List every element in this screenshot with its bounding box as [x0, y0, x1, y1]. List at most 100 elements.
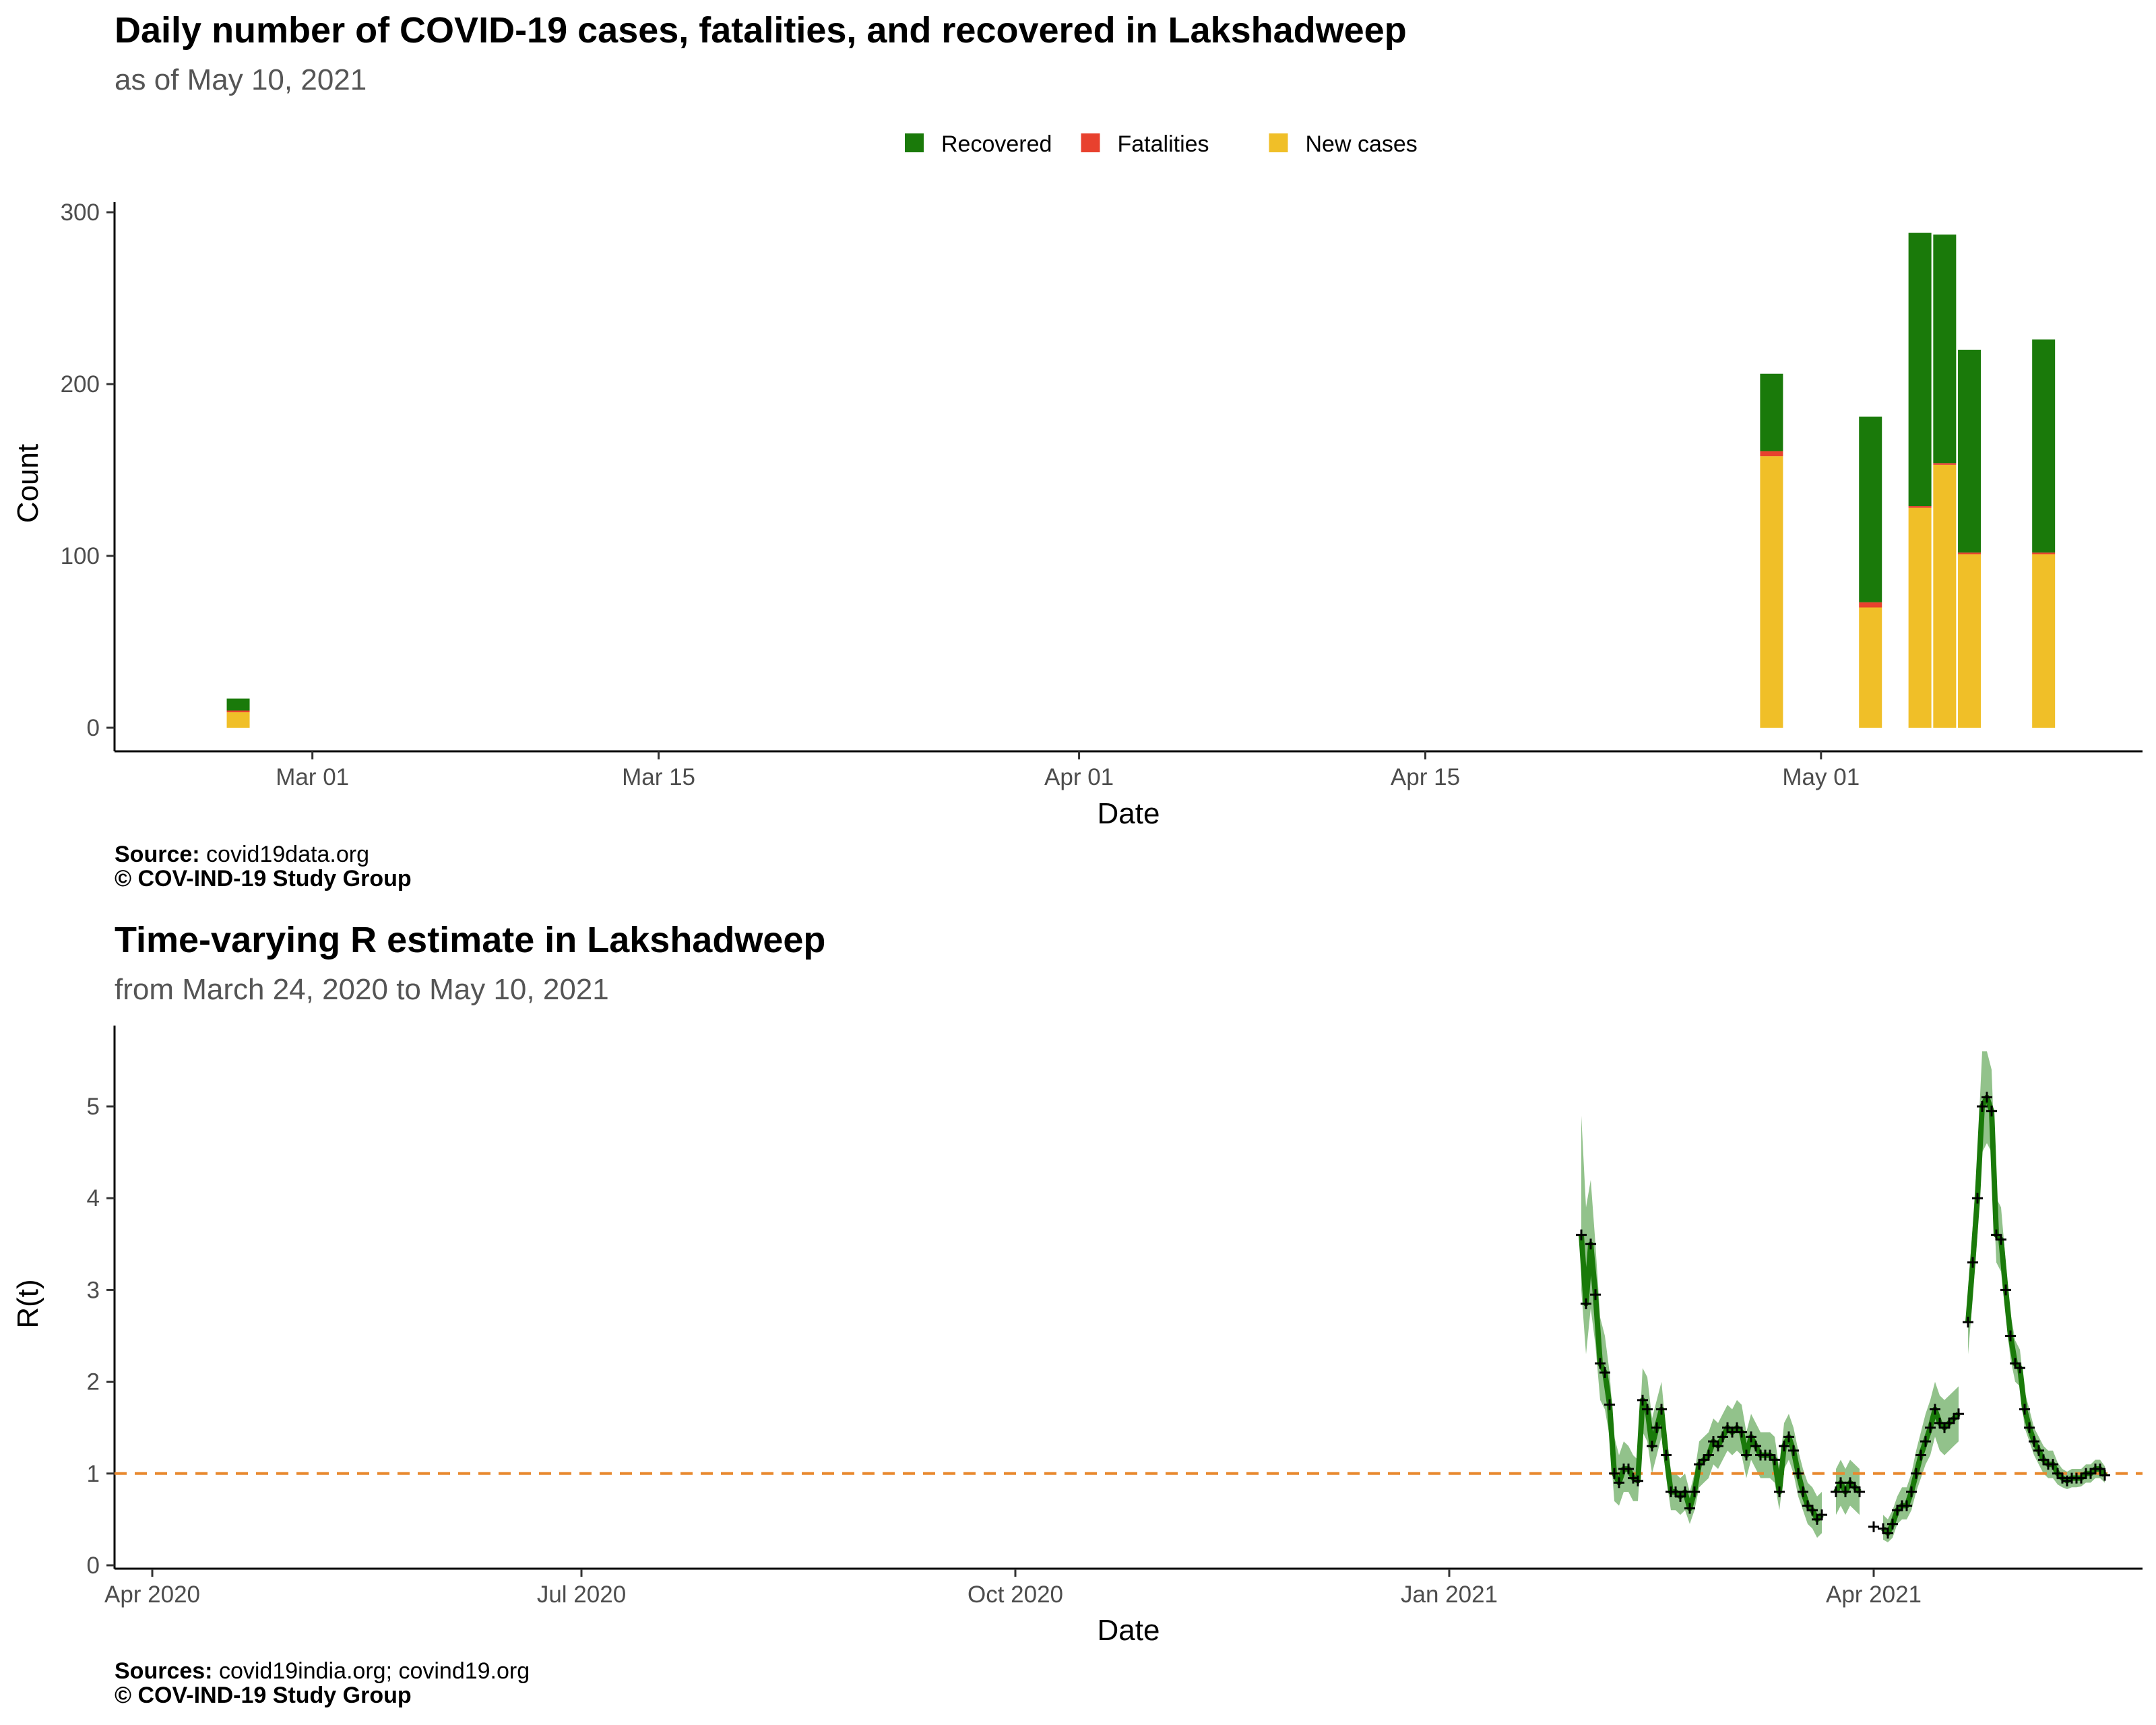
r-point-86 [2010, 1358, 2021, 1369]
r-point-29 [1713, 1440, 1723, 1451]
r-y-tick-label-2: 2 [87, 1369, 100, 1395]
r-point-91 [2033, 1445, 2044, 1456]
r-point-69 [1925, 1422, 1936, 1433]
r-point-20 [1670, 1486, 1681, 1498]
r-point-99 [2071, 1472, 2082, 1484]
r-point-77 [1967, 1257, 1978, 1268]
r-point-61 [1887, 1518, 1898, 1530]
r-point-8 [1614, 1477, 1624, 1488]
copyright-text-2: © COV-IND-19 Study Group [115, 1683, 412, 1708]
r-point-70 [1930, 1404, 1940, 1415]
r-point-19 [1666, 1486, 1676, 1498]
r-point-84 [2000, 1284, 2011, 1296]
r-point-76 [1963, 1317, 1973, 1328]
r-point-2 [1585, 1238, 1596, 1250]
r-point-53 [1835, 1477, 1846, 1488]
bar-recovered-0 [226, 698, 250, 711]
bar-new-cases-2 [1859, 607, 1882, 728]
r-line-1 [1833, 1480, 1862, 1495]
r-point-4 [1595, 1358, 1606, 1369]
copyright-text: © COV-IND-19 Study Group [115, 866, 412, 891]
r-point-49 [1807, 1505, 1818, 1516]
r-point-66 [1911, 1468, 1922, 1479]
r-confidence-band-4 [1968, 1051, 2105, 1489]
r-point-75 [1953, 1408, 1964, 1420]
r-point-58 [1868, 1521, 1879, 1532]
r-point-43 [1779, 1440, 1789, 1451]
r-point-30 [1717, 1431, 1728, 1443]
r-point-6 [1604, 1399, 1615, 1410]
r-point-96 [2057, 1472, 2068, 1484]
bar-new-cases-4 [1933, 464, 1957, 728]
x-axis-label: Date [1098, 797, 1160, 830]
r-point-11 [1628, 1472, 1639, 1484]
r-point-33 [1732, 1422, 1742, 1433]
legend-swatch-2 [1269, 133, 1288, 152]
r-point-5 [1599, 1367, 1610, 1378]
r-point-9 [1618, 1463, 1629, 1474]
r-point-46 [1793, 1468, 1804, 1479]
r-point-3 [1590, 1289, 1601, 1300]
r-point-47 [1798, 1486, 1808, 1498]
r-point-56 [1849, 1482, 1860, 1493]
r-point-62 [1892, 1505, 1903, 1516]
r-x-axis-label: Date [1098, 1614, 1160, 1647]
r-point-41 [1769, 1454, 1780, 1466]
bar-fatalities-2 [1859, 602, 1882, 608]
bar-fatalities-1 [1760, 451, 1783, 457]
sources-label: Sources: [115, 1658, 213, 1684]
bar-recovered-6 [2032, 339, 2056, 553]
r-y-tick-label-4: 4 [87, 1185, 100, 1212]
bar-new-cases-0 [226, 712, 250, 728]
x-tick-label-3: Apr 15 [1391, 764, 1460, 790]
r-y-tick-label-5: 5 [87, 1094, 100, 1120]
r-point-48 [1802, 1500, 1813, 1511]
r-point-73 [1944, 1417, 1955, 1429]
r-point-22 [1680, 1486, 1690, 1498]
r-point-65 [1906, 1486, 1917, 1498]
r-point-79 [1977, 1101, 1988, 1112]
r-point-71 [1934, 1417, 1945, 1429]
x-tick-label-0: Mar 01 [276, 764, 349, 790]
y-tick-label-2: 200 [61, 371, 100, 398]
r-point-88 [2019, 1404, 2030, 1415]
r-point-57 [1854, 1486, 1865, 1498]
r-point-55 [1845, 1477, 1856, 1488]
bar-fatalities-3 [1908, 506, 1932, 508]
r-point-60 [1882, 1528, 1893, 1539]
r-point-100 [2076, 1472, 2087, 1484]
r-point-54 [1840, 1486, 1851, 1498]
r-point-50 [1812, 1513, 1822, 1525]
r-y-tick-label-3: 3 [87, 1277, 100, 1303]
r-point-52 [1831, 1486, 1841, 1498]
sources-text: covid19india.org; covind19.org [218, 1658, 530, 1684]
r-point-59 [1878, 1523, 1889, 1534]
r-point-95 [2052, 1468, 2063, 1479]
x-tick-label-1: Mar 15 [622, 764, 695, 790]
x-tick-label-2: Apr 01 [1044, 764, 1114, 790]
r-point-28 [1708, 1436, 1719, 1447]
y-tick-label-3: 300 [61, 199, 100, 226]
y-axis-label: Count [11, 444, 44, 523]
r-point-0 [1576, 1229, 1587, 1241]
r-line-4 [1965, 1094, 2107, 1484]
r-point-101 [2081, 1468, 2091, 1479]
r-point-98 [2066, 1472, 2077, 1484]
r-point-80 [1981, 1092, 1992, 1103]
r-chart-subtitle: from March 24, 2020 to May 10, 2021 [115, 973, 609, 1006]
r-point-105 [2099, 1470, 2110, 1481]
r-line-0 [1579, 1234, 1824, 1522]
r-point-42 [1774, 1486, 1785, 1498]
r-x-tick-label-0: Apr 2020 [104, 1581, 200, 1608]
r-x-tick-label-3: Jan 2021 [1401, 1581, 1498, 1608]
r-point-103 [2090, 1463, 2101, 1474]
r-point-64 [1901, 1500, 1912, 1511]
r-point-13 [1637, 1394, 1648, 1406]
r-point-89 [2024, 1422, 2035, 1433]
r-point-24 [1689, 1486, 1700, 1498]
r-point-26 [1699, 1454, 1709, 1466]
daily-cases-chart: Recovered Fatalities New cases 0 100 200 300 Ma… [11, 131, 2143, 830]
bar-fatalities-0 [226, 710, 250, 713]
r-point-21 [1675, 1491, 1686, 1502]
r-point-104 [2095, 1463, 2105, 1474]
